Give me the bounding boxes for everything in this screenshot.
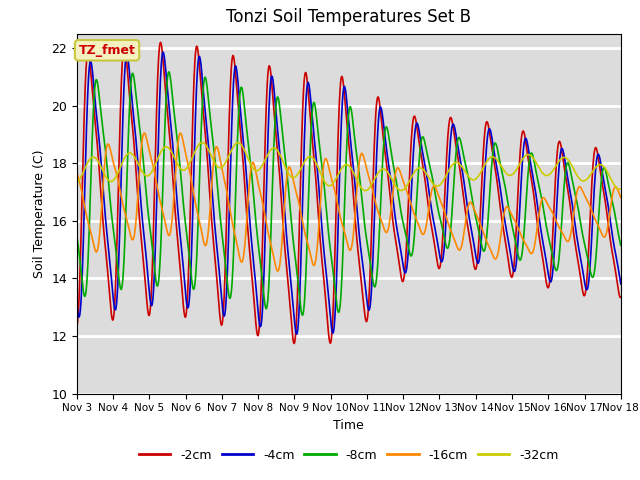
-8cm: [338, 275, 346, 281]
Line: -32cm: -32cm: [77, 143, 621, 191]
-16cm: [602, 233, 609, 239]
-32cm: [502, 170, 509, 176]
Line: -8cm: -8cm: [77, 72, 621, 315]
-32cm: [602, 166, 609, 172]
-32cm: [100, 171, 108, 177]
Title: Tonzi Soil Temperatures Set B: Tonzi Soil Temperatures Set B: [227, 9, 471, 26]
-2cm: [291, 340, 298, 346]
-4cm: [602, 188, 609, 194]
-32cm: [617, 186, 625, 192]
-32cm: [362, 188, 369, 193]
-16cm: [100, 161, 108, 167]
-4cm: [73, 301, 81, 307]
-4cm: [324, 282, 332, 288]
-2cm: [157, 39, 164, 45]
-16cm: [338, 220, 346, 226]
-8cm: [165, 69, 173, 75]
-32cm: [73, 180, 81, 186]
-16cm: [502, 205, 509, 211]
Line: -4cm: -4cm: [77, 52, 621, 334]
Line: -2cm: -2cm: [77, 42, 621, 343]
-4cm: [338, 108, 346, 114]
-8cm: [324, 219, 332, 225]
-32cm: [323, 182, 331, 188]
-16cm: [73, 168, 81, 174]
-16cm: [602, 233, 609, 239]
-2cm: [338, 73, 346, 79]
-2cm: [602, 201, 609, 206]
-16cm: [617, 195, 625, 201]
-16cm: [140, 130, 148, 136]
-2cm: [602, 199, 609, 204]
-8cm: [100, 140, 108, 146]
-16cm: [324, 159, 332, 165]
-8cm: [602, 167, 609, 172]
-8cm: [617, 242, 625, 248]
-4cm: [602, 187, 609, 192]
-4cm: [293, 331, 301, 337]
Legend: -2cm, -4cm, -8cm, -16cm, -32cm: -2cm, -4cm, -8cm, -16cm, -32cm: [134, 444, 564, 467]
X-axis label: Time: Time: [333, 419, 364, 432]
-4cm: [617, 281, 625, 287]
-4cm: [100, 204, 108, 210]
-32cm: [198, 140, 206, 145]
Text: TZ_fmet: TZ_fmet: [79, 44, 136, 57]
-8cm: [502, 187, 509, 192]
-4cm: [159, 49, 167, 55]
-32cm: [338, 166, 346, 171]
-2cm: [73, 324, 81, 330]
-2cm: [502, 240, 509, 246]
-16cm: [274, 268, 282, 274]
-2cm: [100, 237, 108, 242]
-8cm: [602, 168, 609, 173]
-4cm: [502, 223, 509, 229]
-2cm: [324, 319, 332, 324]
Y-axis label: Soil Temperature (C): Soil Temperature (C): [33, 149, 45, 278]
-8cm: [73, 232, 81, 238]
-8cm: [299, 312, 307, 318]
-2cm: [617, 294, 625, 300]
-32cm: [602, 166, 609, 171]
Line: -16cm: -16cm: [77, 133, 621, 271]
